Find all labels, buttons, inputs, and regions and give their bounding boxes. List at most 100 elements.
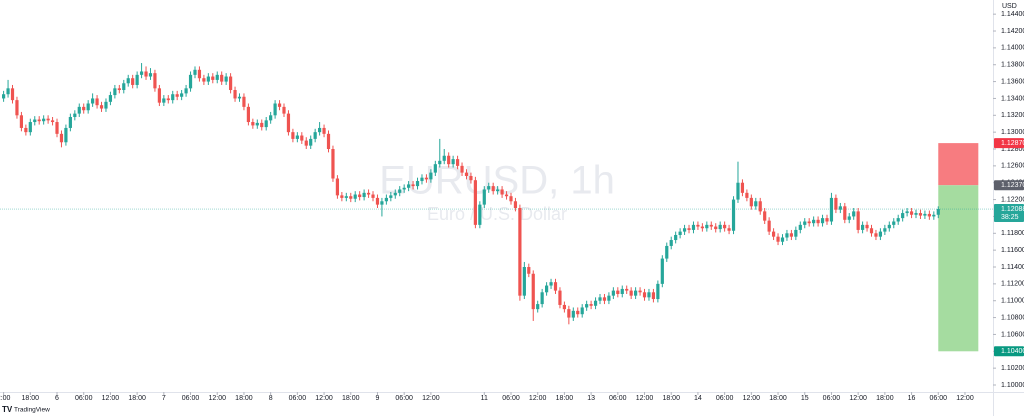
candle-body (358, 194, 362, 198)
candle-body (269, 115, 273, 121)
x-tick-label: 15 (801, 395, 809, 402)
candle-body (291, 132, 295, 139)
candle-body (82, 106, 86, 111)
candle-body (932, 214, 936, 217)
candle-body (656, 283, 660, 300)
candle-body (473, 180, 477, 225)
candle-body (237, 96, 242, 99)
candle-body (927, 213, 931, 217)
candle-body (28, 122, 32, 133)
candle-body (139, 71, 144, 75)
candle-body (224, 76, 228, 82)
countdown-label: 38:25 (1001, 214, 1019, 221)
candle-body (754, 201, 758, 207)
x-tick-label: 18:00 (876, 395, 894, 402)
x-tick-label: 13 (587, 395, 595, 402)
candle-body (68, 116, 72, 128)
x-tick-label: 06:00 (609, 395, 627, 402)
candle-body (803, 221, 807, 225)
y-tick-label: 1.12800 (1001, 146, 1024, 153)
candle-body (874, 233, 878, 237)
candle-body (696, 224, 700, 227)
y-tick-label: 1.11600 (1001, 247, 1024, 254)
candle-body (148, 73, 153, 77)
candle-body (491, 186, 495, 192)
candle-body (349, 196, 353, 199)
y-tick-label: 1.14400 (1001, 11, 1024, 18)
candle-body (233, 90, 237, 99)
candle-body (852, 211, 856, 217)
x-tick-label: 12:00 (208, 395, 226, 402)
candle-body (188, 74, 193, 89)
candle-body (220, 74, 224, 82)
candle-body (611, 290, 615, 296)
candle-body (736, 182, 740, 200)
candle-body (37, 119, 41, 122)
candle-body (651, 292, 656, 300)
candle-body (371, 194, 375, 198)
y-tick-label: 1.14200 (1001, 28, 1024, 35)
candle-body (50, 120, 55, 123)
candle-body (86, 103, 90, 111)
candle-body (99, 105, 104, 109)
candle-body (816, 219, 820, 224)
candle-body (789, 233, 793, 237)
candle-body (834, 197, 838, 210)
candle-body (117, 88, 121, 91)
candle-body (700, 226, 704, 229)
y-tick-label: 1.10000 (1001, 382, 1024, 389)
candle-body (322, 127, 326, 134)
candle-body (295, 135, 299, 139)
x-tick-label: 16 (908, 395, 916, 402)
candle-body (727, 228, 731, 231)
candle-body (362, 192, 366, 198)
candle-body (157, 88, 161, 103)
candle-body (380, 201, 384, 205)
candle-body (634, 290, 638, 296)
candle-body (429, 172, 433, 180)
x-tick-label: 18:00 (769, 395, 787, 402)
candle-body (536, 304, 540, 310)
candle-body (758, 201, 762, 212)
candle-body (785, 233, 789, 238)
candle-body (522, 267, 526, 296)
x-tick-label: 18:00 (556, 395, 574, 402)
candle-body (10, 88, 15, 101)
x-tick-label: 12:00 (422, 395, 440, 402)
candle-body (273, 103, 277, 116)
candle-body (580, 307, 584, 315)
candle-body (571, 310, 575, 318)
candle-body (905, 211, 909, 214)
candle-body (335, 178, 340, 196)
candle-body (723, 224, 727, 229)
candle-body (504, 194, 509, 197)
candle-body (691, 224, 696, 230)
x-tick-label: 06:00 (502, 395, 520, 402)
candle-body (669, 240, 673, 246)
candle-body (366, 192, 371, 195)
candle-body (206, 76, 210, 82)
candle-body (424, 177, 429, 180)
candle-body (180, 93, 184, 97)
candle-body (478, 204, 482, 225)
candle-body (15, 100, 19, 116)
x-tick-label: 12:00 (743, 395, 761, 402)
candle-body (607, 295, 611, 301)
candle-body (914, 213, 918, 215)
y-tick-label: 1.10600 (1001, 331, 1024, 338)
axes: 1.14400 1.14200 1.14000 1.13800 1.13600 1.134… (0, 11, 1024, 402)
x-tick-label: 7 (162, 395, 166, 402)
entry-price-label: 1.12370 (1001, 182, 1024, 189)
y-tick-label: 1.13000 (1001, 129, 1024, 136)
candle-body (500, 189, 504, 195)
candle-body (131, 78, 135, 85)
plot-area (0, 63, 993, 352)
candle-body (794, 229, 798, 237)
y-tick-label: 1.11200 (1001, 281, 1024, 288)
candle-body (389, 195, 393, 198)
x-tick-label: 12:00 (315, 395, 333, 402)
candle-body (411, 184, 415, 187)
y-tick-label: 1.10800 (1001, 314, 1024, 321)
candle-body (918, 213, 923, 216)
entry-price-label-box (994, 180, 1024, 191)
